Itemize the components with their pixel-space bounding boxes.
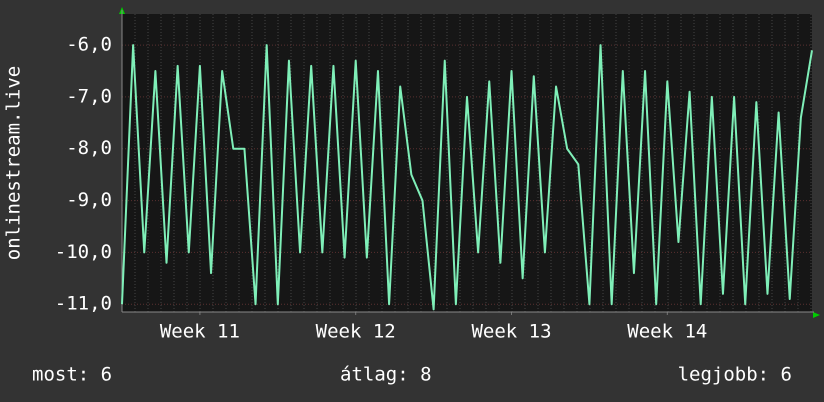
x-arrow (813, 312, 820, 318)
legend-stat: átlag: 8 (340, 364, 432, 386)
y-tick-label: -10,0 (55, 241, 112, 263)
legend-stat: legjobb: 6 (678, 364, 792, 386)
x-tick-label: Week 13 (471, 321, 551, 343)
y-tick-label: -9,0 (66, 189, 112, 211)
y-tick-label: -11,0 (55, 293, 112, 315)
y-axis-label: onlinestream.live (3, 66, 25, 260)
x-tick-label: Week 12 (316, 321, 396, 343)
y-tick-label: -8,0 (66, 137, 112, 159)
y-tick-label: -6,0 (66, 34, 112, 56)
x-tick-label: Week 14 (627, 321, 707, 343)
plot-area (122, 14, 812, 312)
x-tick-label: Week 11 (160, 321, 240, 343)
legend-stat: most: 6 (32, 364, 112, 386)
data-line (121, 44, 813, 311)
y-tick-label: -7,0 (66, 85, 112, 107)
